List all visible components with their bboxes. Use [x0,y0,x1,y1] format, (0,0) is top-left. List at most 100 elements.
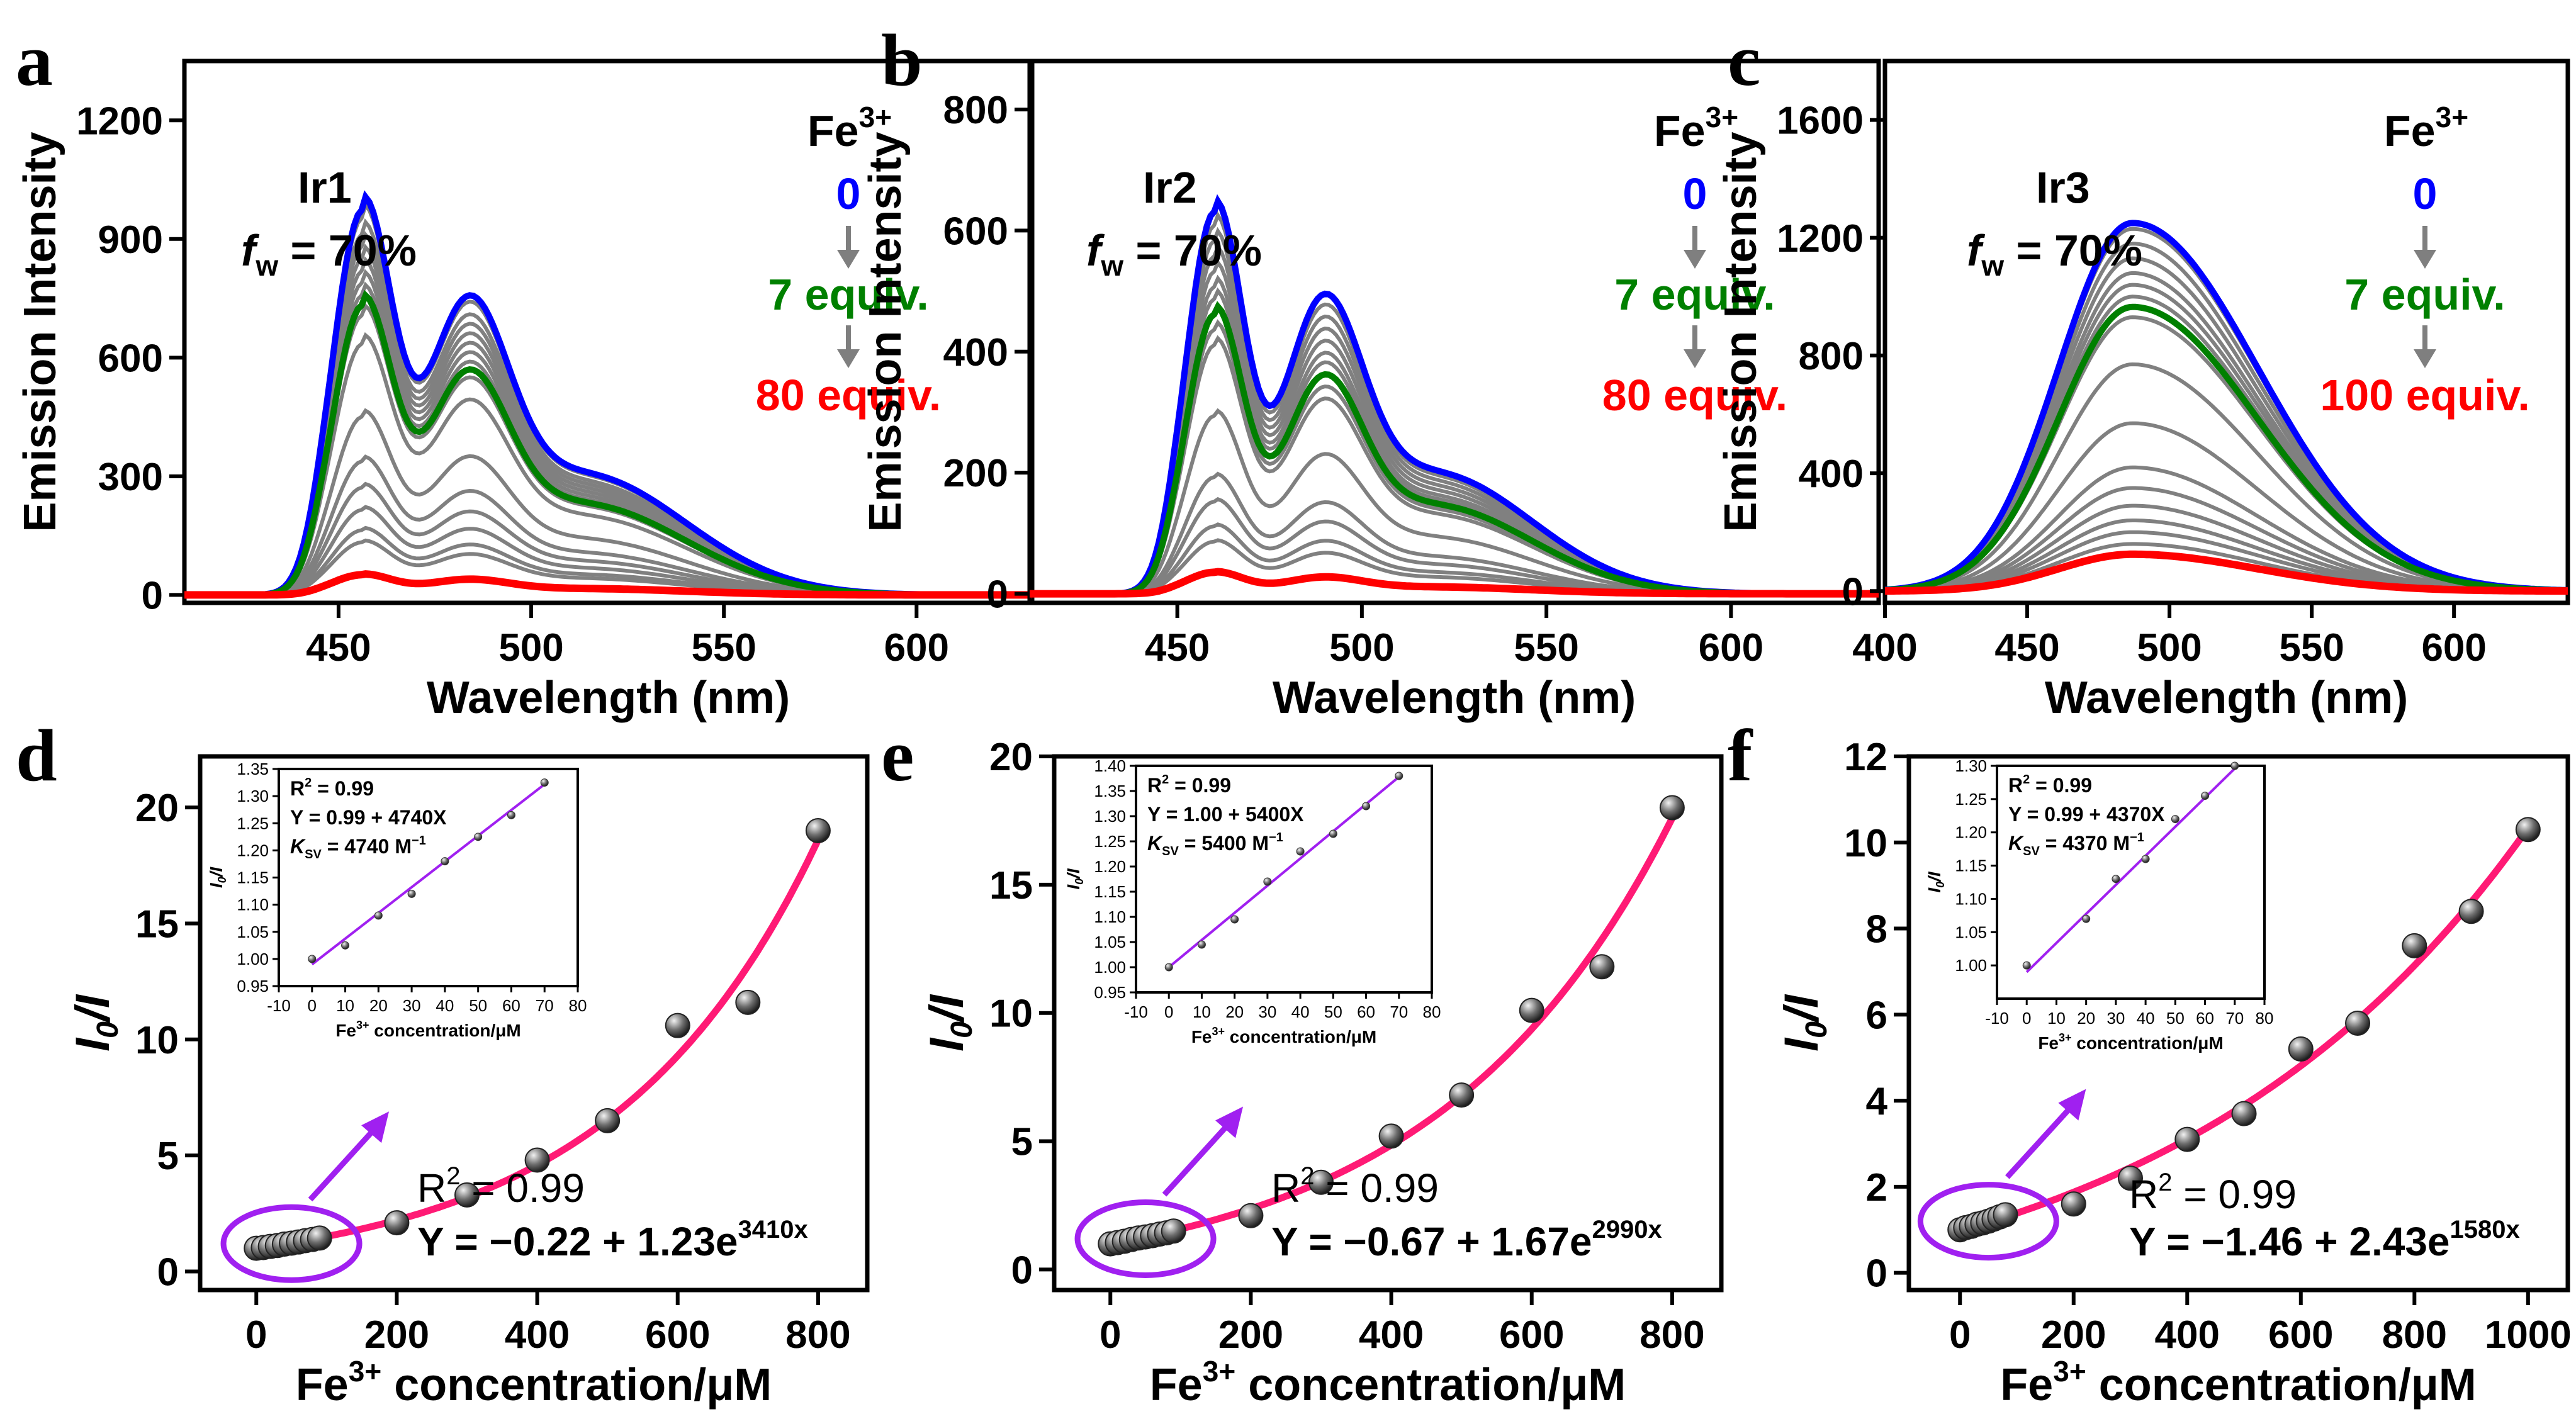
ksv-symbol: K [290,835,307,858]
x-axis-title: Fe3+ concentration/μM [1150,1355,1626,1410]
x-axis-title: Fe3+ concentration/μM [2000,1355,2477,1410]
inset-y-tick-label: 1.15 [1094,882,1126,901]
inset-y-tick-label: 1.30 [1955,756,1987,775]
inset-ksv: KSV = 4740 M−1 [290,834,426,861]
x-tick-label: 400 [2155,1313,2220,1357]
inset-y-tick-label: 1.20 [1955,823,1987,842]
series-group [1885,220,2568,595]
inset-x-tick-label: 40 [436,996,454,1015]
inset-point [2082,914,2091,923]
inset-xlabel-post: concentration/μM [2072,1033,2224,1053]
fit-equation: Y = −0.67 + 1.67e2990x [1271,1216,1662,1264]
inset-point [1230,915,1239,924]
inset-x-tick-label: 40 [1291,1002,1310,1021]
ksv-unit-sup: −1 [412,834,426,848]
inset-x-tick-label: 0 [1164,1002,1173,1021]
inset-y-tick-label: 1.05 [1094,933,1126,951]
legend-title: Fe3+ [1654,101,1738,155]
inset-r2: R2 = 0.99 [2008,773,2092,797]
x-axis-title: Wavelength (nm) [1273,673,1636,723]
inset-x-tick-label: 30 [1258,1002,1276,1021]
inset-x-tick-label: 80 [2256,1009,2274,1028]
inset-x-tick-label: 80 [1423,1002,1441,1021]
inset-x-tick-label: 10 [1193,1002,1211,1021]
eq-main: Y = −0.22 + 1.23e [417,1219,738,1264]
legend-mid: 7 equiv. [1614,270,1775,319]
inset-ksv: KSV = 4370 M−1 [2008,831,2144,858]
legend-ion: Fe [2384,106,2436,155]
x-tick-label: 0 [1949,1313,1971,1357]
highlight-ellipse [1074,1199,1217,1278]
inset-x-tick-label: 0 [2022,1009,2031,1028]
plot-frame [198,754,870,1293]
axes-d [185,754,870,1305]
inset-point [341,941,350,950]
r2-value: = 0.99 [460,1165,585,1211]
legend-start: 0 [836,169,861,218]
inset-arrow-head [1215,1106,1244,1138]
eq-exponent: 1580x [2450,1216,2520,1243]
spectrum-line [1885,465,2568,593]
inset-y-tick-label: 0.95 [1094,983,1126,1002]
xlabel-pre: Fe [1150,1360,1203,1410]
y-tick-label: 5 [157,1135,179,1178]
x-tick-label: 800 [785,1313,850,1357]
x-tick-label: 0 [245,1313,267,1357]
fw-eq: = [2004,226,2054,275]
inset-xlabel-pre: Fe [335,1021,356,1040]
x-tick-label: 0 [1100,1313,1121,1357]
inset-xlabel-pre: Fe [1191,1027,1212,1046]
fw-sub: w [1100,249,1123,282]
legend-arrow-head [1684,349,1706,368]
data-point [1659,795,1685,821]
legend-mid: 7 equiv. [2344,270,2505,319]
ylabel-sub: 0 [945,1021,979,1038]
inset-arrow-line [308,1121,383,1202]
x-tick-label: 600 [645,1313,710,1357]
y-tick-label: 1200 [1777,217,1864,261]
inset-equation: Y = 1.00 + 5400X [1147,803,1304,826]
inset-r2-symbol: R [2008,774,2023,797]
y-tick-label: 0 [987,573,1008,617]
inset [1991,761,2266,1005]
ylabel-i: I [1775,1037,1828,1052]
inset-xlabel-sup: 3+ [356,1019,369,1031]
fw-value: 70% [2054,226,2142,275]
inset-x-tick-label: 70 [1390,1002,1408,1021]
fw-value: 70% [329,226,417,275]
y-tick-label: 400 [943,331,1008,374]
legend-ion: Fe [807,106,859,155]
fw-label: fw = 70% [1086,226,1262,282]
inset-equation: Y = 0.99 + 4740X [290,806,447,829]
fw-eq: = [1123,226,1174,275]
inset-point [1296,847,1305,856]
x-axis-title: Wavelength (nm) [2045,673,2408,723]
x-tick-label: 600 [1499,1313,1564,1357]
inset-point [540,778,549,787]
inset-y-tick-label: 1.30 [1094,807,1126,826]
inset-fit-line [311,783,546,966]
inset-y-tick-label: 1.40 [1094,756,1126,775]
data-point [2231,1101,2257,1126]
legend-title: Fe3+ [2384,101,2468,155]
panel-letter: c [1728,19,1760,101]
fit-r2: R2 = 0.99 [2129,1169,2297,1217]
ylabel-i: I [920,1037,974,1052]
y-tick-label: 15 [135,902,179,946]
inset-x-tick-label: 10 [336,996,354,1015]
highlight-ellipse [1917,1182,2059,1261]
ylabel-rest: /I [920,994,974,1023]
data-point [1519,997,1544,1023]
inset-x-tick-label: 40 [2137,1009,2155,1028]
y-tick-label: 12 [1844,736,1887,779]
inset-y-title: I0/I [1064,868,1086,890]
ylabel-rest: /I [66,994,120,1023]
data-point [2174,1126,2200,1152]
xlabel-post: concentration/μM [2086,1360,2477,1410]
legend-ion-charge: 3+ [859,101,892,133]
legend-title: Fe3+ [807,101,892,155]
inset-r2-sup: 2 [2023,773,2030,787]
legend-end: 80 equiv. [1602,371,1787,420]
inset-x-tick-label: 60 [2196,1009,2214,1028]
x-tick-label: 200 [1218,1313,1283,1357]
